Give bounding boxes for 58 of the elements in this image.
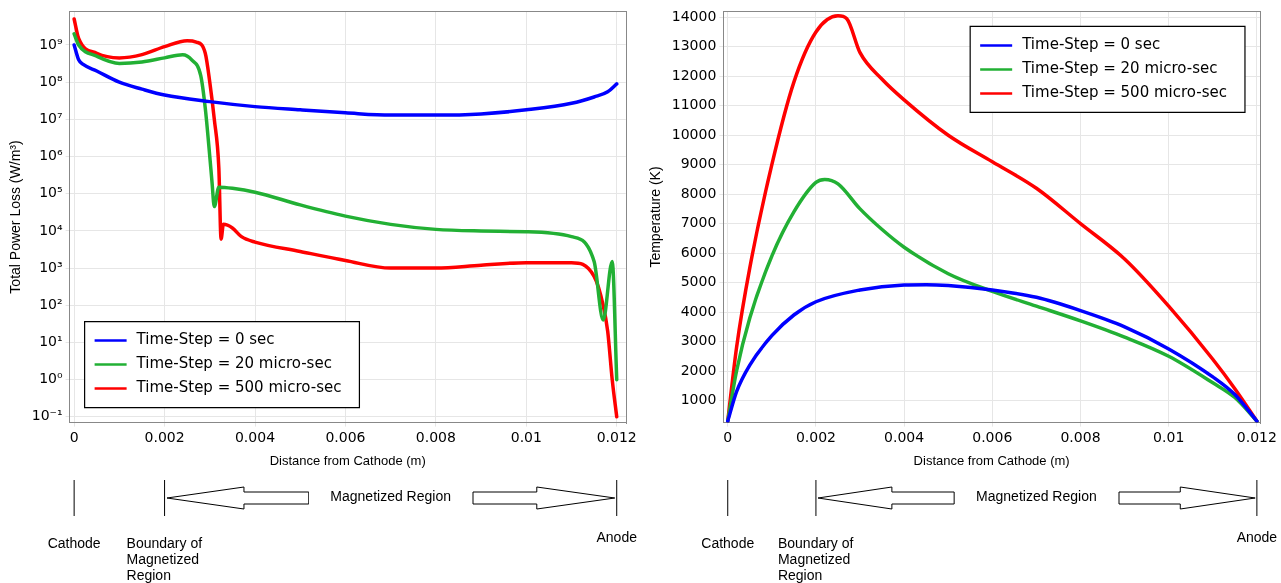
y-tick-label: 10⁰ <box>39 370 63 387</box>
x-axis-title: Distance from Cathode (m) <box>269 452 426 468</box>
x-tick-label: 0.008 <box>1060 428 1101 445</box>
y-axis-title: Total Power Loss (W/m³) <box>7 140 24 294</box>
text: Boundary of Magnetized Region <box>777 534 854 583</box>
y-tick-label: 1000 <box>680 391 717 408</box>
x-tick-label: 0.006 <box>325 428 366 445</box>
x-tick-label: 0 <box>69 428 79 445</box>
text: Magnetized Region <box>330 488 451 504</box>
y-tick-label: 10⁷ <box>39 109 63 126</box>
legend-label: Time-Step = 500 micro-sec <box>135 378 342 397</box>
x-tick-label: 0.004 <box>884 428 925 445</box>
y-tick-label: 10² <box>39 295 63 312</box>
line-series <box>72 43 619 117</box>
y-tick-label: 10⁶ <box>39 147 63 164</box>
text: Anode <box>1236 528 1278 545</box>
x-axis-title: Distance from Cathode (m) <box>913 452 1070 468</box>
x-tick-label: 0.002 <box>144 428 185 445</box>
y-tick-label: 7000 <box>680 214 717 231</box>
text: Boundary of Magnetized Region <box>126 534 203 583</box>
x-tick-label: 0.008 <box>415 428 456 445</box>
y-tick-label: 10⁹ <box>39 35 63 52</box>
y-tick-label: 12000 <box>671 66 717 83</box>
x-tick-label: 0.004 <box>234 428 276 445</box>
y-tick-label: 10¹ <box>39 333 63 350</box>
y-tick-label: 6000 <box>680 243 717 260</box>
legend-label: Time-Step = 500 micro-sec <box>1021 83 1227 102</box>
y-tick-label: 10⁴ <box>39 221 63 238</box>
y-tick-label: 14000 <box>671 7 717 24</box>
y-axis-title: Temperature (K) <box>647 166 664 268</box>
x-tick-label: 0.012 <box>596 428 637 445</box>
x-tick-label: 0 <box>723 428 733 445</box>
y-tick-label: 5000 <box>680 273 717 290</box>
x-tick-label: 0.006 <box>972 428 1013 445</box>
text: Magnetized Region <box>976 488 1097 504</box>
legend-label: Time-Step = 20 micro-sec <box>135 354 332 373</box>
y-tick-label: 9000 <box>680 155 717 172</box>
y-tick-label: 10⁵ <box>39 184 63 201</box>
y-tick-label: 11000 <box>671 96 717 113</box>
y-tick-label: 10³ <box>39 258 63 275</box>
legend-label: Time-Step = 0 sec <box>135 330 275 349</box>
y-tick-label: 10⁻¹ <box>31 407 63 424</box>
legend-label: Time-Step = 20 micro-sec <box>1021 59 1218 78</box>
y-tick-label: 10000 <box>671 125 717 142</box>
y-tick-label: 2000 <box>680 361 717 378</box>
y-tick-label: 3000 <box>680 332 717 349</box>
y-tick-label: 4000 <box>680 302 717 319</box>
y-tick-label: 10⁸ <box>39 72 63 89</box>
text: Cathode <box>47 534 101 551</box>
text: Anode <box>596 528 638 545</box>
x-tick-label: 0.01 <box>1153 428 1185 445</box>
legend-label: Time-Step = 0 sec <box>1021 35 1161 54</box>
x-tick-label: 0.012 <box>1236 428 1277 445</box>
x-tick-label: 0.01 <box>510 428 542 445</box>
text: Cathode <box>701 534 755 551</box>
x-tick-label: 0.002 <box>795 428 836 445</box>
y-tick-label: 8000 <box>680 184 717 201</box>
y-tick-label: 13000 <box>671 37 717 54</box>
